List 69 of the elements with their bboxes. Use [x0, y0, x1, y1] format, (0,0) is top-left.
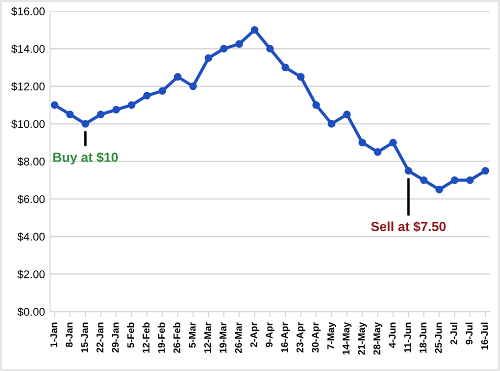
point [466, 176, 474, 184]
x-tick-label: 12-Mar [204, 322, 212, 353]
point [143, 92, 151, 100]
x-tick-label: 4-Jun [388, 322, 396, 348]
x-tick-label: 2-Apr [250, 322, 260, 348]
annotation: Buy at $10 [53, 152, 118, 165]
x-tick-label: 29-Jan [112, 322, 119, 353]
x-tick-label: 8-Jan [66, 322, 73, 348]
x-tick-label: 28-May [373, 322, 382, 355]
y-tick-label: $12.00 [11, 82, 45, 92]
x-tick-label: 5-Feb [127, 322, 134, 348]
y-tick-label: $0.00 [17, 307, 45, 316]
y-tick-label: $4.00 [17, 232, 45, 242]
point [328, 120, 336, 128]
point [66, 110, 74, 118]
point [420, 176, 428, 184]
x-tick-label: 2-Jul [450, 322, 458, 344]
y-tick-label: $10.00 [11, 120, 45, 129]
point [374, 148, 382, 156]
point [82, 120, 90, 128]
point [435, 186, 444, 194]
point [235, 40, 244, 48]
point [112, 106, 120, 114]
x-tick-label: 12-Feb [142, 322, 150, 353]
annotation: Sell at $7.50 [371, 221, 446, 232]
x-tick-label: 22-Jan [96, 322, 104, 353]
point [220, 44, 228, 53]
x-tick-label: 26-Mar [234, 322, 242, 354]
y-tick-label: $14.00 [11, 44, 45, 54]
x-tick-label: 5-Mar [188, 322, 196, 348]
x-tick-label: 14-May [342, 322, 352, 354]
x-tick-label: 16-Apr [281, 322, 290, 352]
x-tick-label: 19-Feb [158, 322, 165, 353]
y-tick-label: $2.00 [17, 270, 45, 279]
point [389, 138, 397, 146]
point [343, 110, 351, 118]
point [158, 87, 166, 95]
x-tick-label: 19-Mar [220, 322, 226, 353]
point [404, 166, 412, 175]
y-tick-label: $8.00 [17, 157, 45, 166]
x-tick-label: 11-Jun [404, 322, 412, 352]
x-tick-label: 16-Jul [480, 322, 488, 350]
point [174, 73, 182, 81]
point [282, 64, 290, 72]
point [204, 54, 212, 62]
x-tick-label: 23-Apr [296, 322, 306, 353]
point [358, 138, 366, 146]
point [128, 101, 136, 109]
y-tick-label: $16.00 [11, 6, 45, 16]
x-tick-label: 21-May [358, 322, 367, 355]
x-tick-label: 9-Jul [465, 322, 473, 344]
point [266, 44, 274, 53]
x-tick-label: 15-Jan [81, 322, 88, 352]
x-tick-label: 1-Jan [50, 322, 58, 347]
y-tick-label: $6.00 [17, 194, 45, 204]
x-tick-label: 7-May [327, 322, 336, 350]
point [96, 110, 105, 118]
x-tick-label: 25-Jun [434, 322, 442, 354]
point [189, 82, 197, 90]
x-tick-label: 18-Jun [420, 322, 426, 353]
point [296, 73, 305, 81]
point [250, 26, 258, 34]
point [450, 176, 458, 184]
x-tick-label: 9-Apr [266, 322, 275, 348]
x-tick-label: 26-Feb [173, 322, 180, 354]
point [312, 101, 320, 109]
point [482, 166, 490, 175]
point [50, 101, 58, 109]
x-tick-label: 30-Apr [312, 322, 321, 353]
